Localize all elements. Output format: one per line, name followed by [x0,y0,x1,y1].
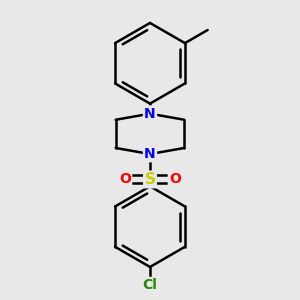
Text: O: O [119,172,131,186]
Text: O: O [169,172,181,186]
Text: N: N [144,147,156,161]
Text: Cl: Cl [142,278,158,292]
Text: S: S [145,172,155,187]
Text: N: N [144,107,156,121]
